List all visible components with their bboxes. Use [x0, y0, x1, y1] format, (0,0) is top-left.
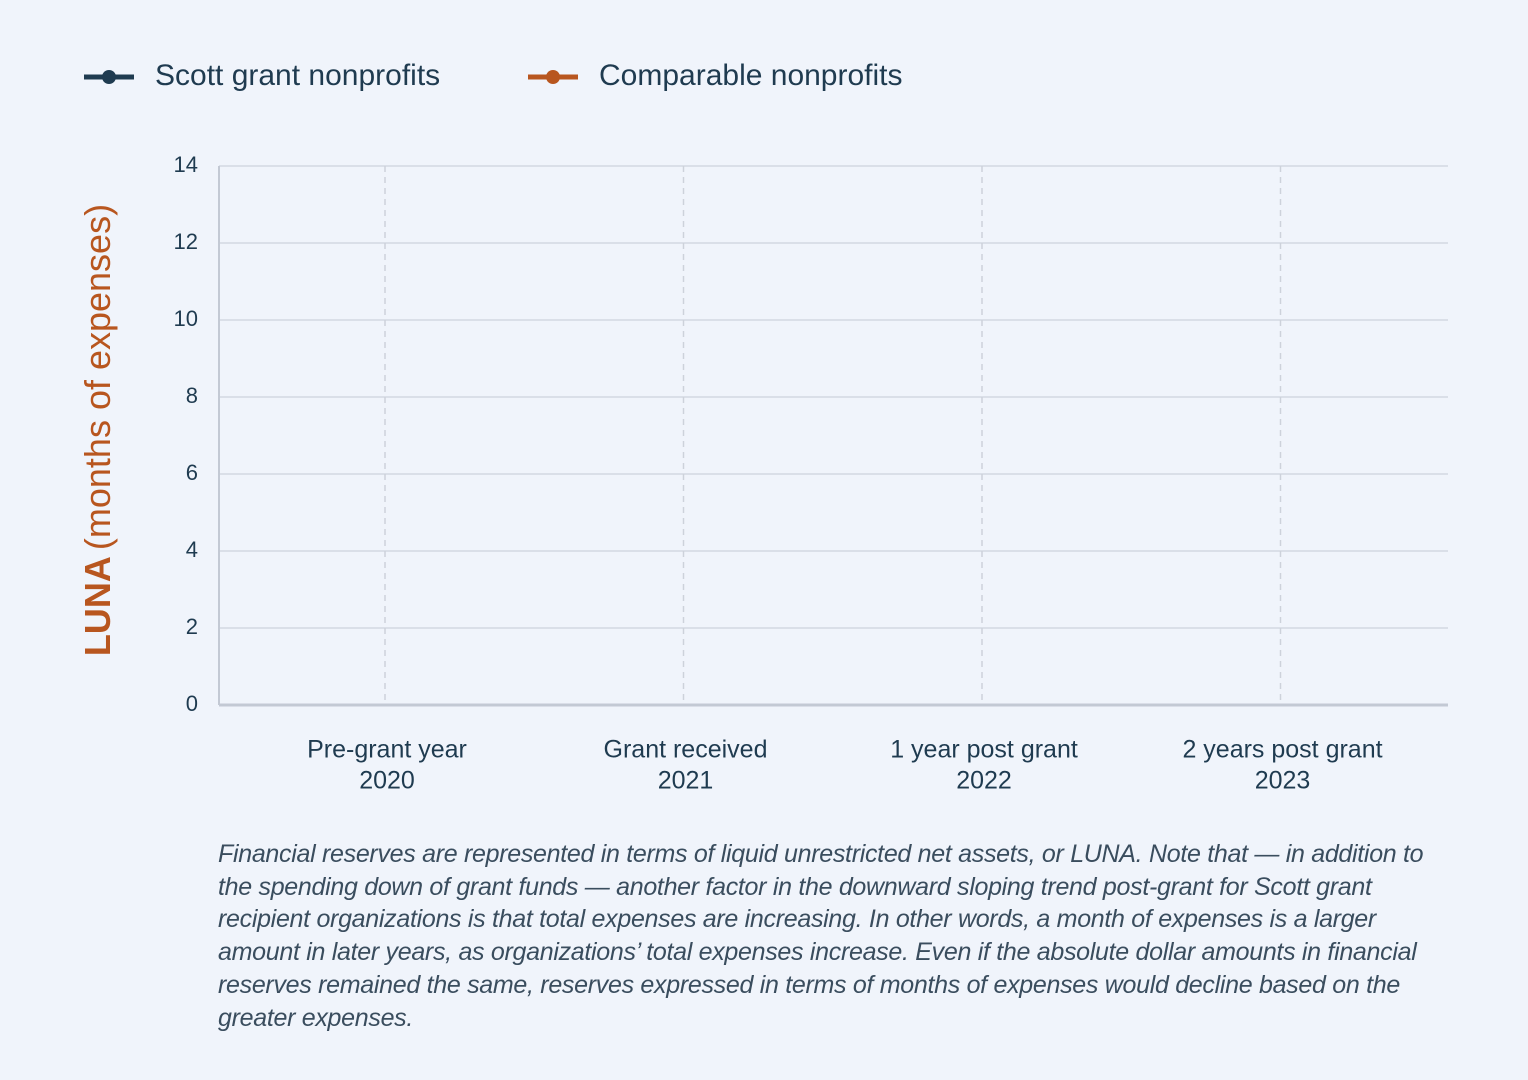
y-tick-label: 14 — [174, 152, 198, 177]
y-axis-label-emphasis: LUNA — [77, 556, 118, 656]
y-tick-label: 0 — [186, 691, 198, 716]
y-axis-label: LUNA (months of expenses) — [77, 204, 118, 656]
legend-label: Comparable nonprofits — [599, 59, 903, 92]
y-tick-label: 4 — [186, 537, 198, 562]
legend-label: Scott grant nonprofits — [155, 59, 440, 92]
y-tick-label: 10 — [174, 306, 198, 331]
y-tick-label: 8 — [186, 383, 198, 408]
y-axis-label-text: (months of expenses) — [77, 204, 118, 550]
x-tick-sublabel: 2020 — [359, 767, 415, 795]
chart-note: Financial reserves are represented in te… — [218, 840, 1424, 1032]
x-tick-label: Grant received — [604, 736, 768, 764]
x-tick-label: 1 year post grant — [890, 736, 1078, 764]
x-tick-label: Pre-grant year — [307, 736, 467, 764]
legend-dot — [102, 70, 116, 84]
x-tick-sublabel: 2021 — [658, 767, 714, 795]
y-tick-label: 6 — [186, 460, 198, 485]
legend-dot — [546, 70, 560, 84]
x-tick-sublabel: 2022 — [956, 767, 1012, 795]
y-tick-label: 2 — [186, 614, 198, 639]
x-tick-sublabel: 2023 — [1255, 767, 1311, 795]
x-tick-label: 2 years post grant — [1182, 736, 1382, 764]
y-tick-label: 12 — [174, 229, 198, 254]
chart: LUNA (months of expenses) Scott grant non… — [77, 59, 1448, 795]
